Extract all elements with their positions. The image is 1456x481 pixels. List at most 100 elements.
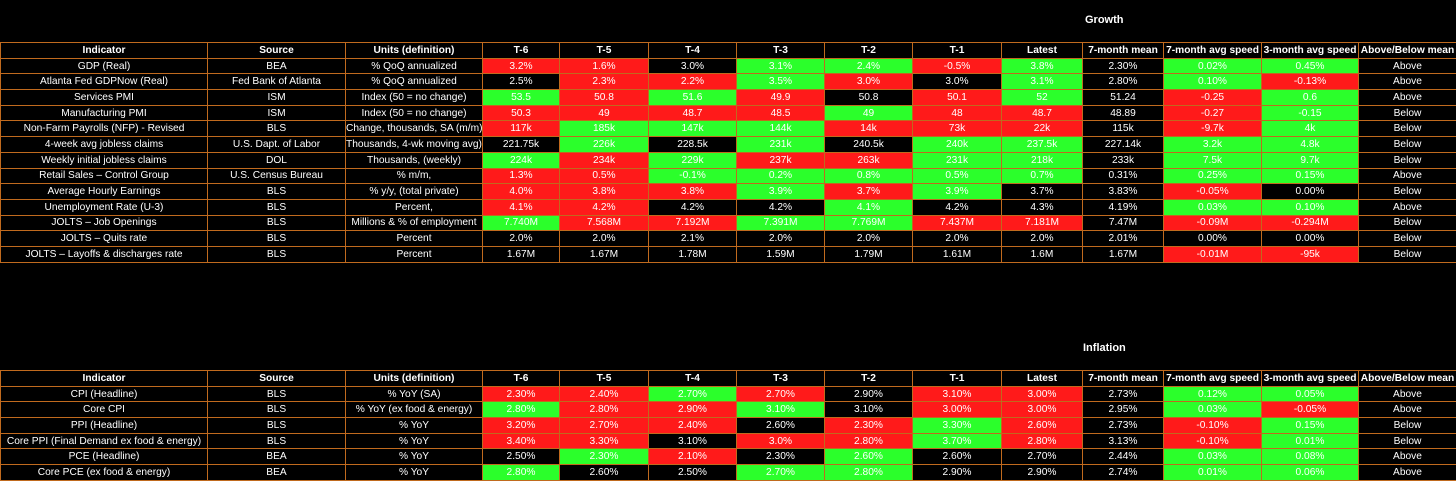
column-header: Source: [208, 371, 346, 387]
speed3-cell: 0.15%: [1262, 418, 1359, 434]
column-header: T-5: [560, 371, 649, 387]
value-cell: 7.437M: [913, 215, 1002, 231]
value-cell: 2.90%: [913, 465, 1002, 481]
mean-cell: 227.14k: [1083, 137, 1164, 153]
source-cell: BLS: [208, 386, 346, 402]
value-cell: 53.5: [483, 90, 560, 106]
column-header: Indicator: [1, 43, 208, 59]
value-cell: 2.80%: [825, 433, 913, 449]
speed3-cell: 0.00%: [1262, 231, 1359, 247]
column-header: Above/Below mean: [1359, 43, 1456, 59]
value-cell: 185k: [560, 121, 649, 137]
value-cell: 2.60%: [560, 465, 649, 481]
value-cell: 0.7%: [1002, 168, 1083, 184]
value-cell: 2.0%: [1002, 231, 1083, 247]
indicator-cell: Retail Sales – Control Group: [1, 168, 208, 184]
indicator-cell: Services PMI: [1, 90, 208, 106]
indicator-cell: Manufacturing PMI: [1, 105, 208, 121]
value-cell: 3.8%: [560, 184, 649, 200]
source-cell: BLS: [208, 231, 346, 247]
value-cell: -0.1%: [649, 168, 737, 184]
value-cell: 14k: [825, 121, 913, 137]
units-cell: % QoQ annualized: [346, 74, 483, 90]
value-cell: 3.10%: [825, 402, 913, 418]
column-header: T-1: [913, 43, 1002, 59]
value-cell: 3.9%: [737, 184, 825, 200]
indicator-cell: JOLTS – Job Openings: [1, 215, 208, 231]
value-cell: 4.2%: [737, 199, 825, 215]
value-cell: 231k: [913, 152, 1002, 168]
value-cell: 52: [1002, 90, 1083, 106]
speed7-cell: 0.03%: [1164, 199, 1262, 215]
speed3-cell: 4k: [1262, 121, 1359, 137]
value-cell: 1.78M: [649, 246, 737, 262]
value-cell: 2.50%: [483, 449, 560, 465]
source-cell: BLS: [208, 184, 346, 200]
indicator-cell: Non-Farm Payrolls (NFP) - Revised: [1, 121, 208, 137]
source-cell: BEA: [208, 449, 346, 465]
mean-cell: 2.73%: [1083, 386, 1164, 402]
column-header: Latest: [1002, 43, 1083, 59]
speed3-cell: 0.6: [1262, 90, 1359, 106]
mean-cell: 2.80%: [1083, 74, 1164, 90]
value-cell: 2.0%: [483, 231, 560, 247]
speed3-cell: 0.06%: [1262, 465, 1359, 481]
column-header: 3-month avg speed: [1262, 371, 1359, 387]
column-header: T-6: [483, 43, 560, 59]
speed7-cell: 7.5k: [1164, 152, 1262, 168]
speed7-cell: -0.10%: [1164, 418, 1262, 434]
above-below-cell: Below: [1359, 246, 1456, 262]
units-cell: Index (50 = no change): [346, 105, 483, 121]
value-cell: 2.40%: [649, 418, 737, 434]
source-cell: ISM: [208, 105, 346, 121]
source-cell: ISM: [208, 90, 346, 106]
speed7-cell: 0.25%: [1164, 168, 1262, 184]
speed7-cell: -0.05%: [1164, 184, 1262, 200]
mean-cell: 3.83%: [1083, 184, 1164, 200]
above-below-cell: Below: [1359, 105, 1456, 121]
value-cell: 231k: [737, 137, 825, 153]
value-cell: 50.3: [483, 105, 560, 121]
mean-cell: 7.47M: [1083, 215, 1164, 231]
above-below-cell: Below: [1359, 137, 1456, 153]
value-cell: 3.00%: [1002, 386, 1083, 402]
value-cell: 2.70%: [560, 418, 649, 434]
value-cell: 1.6M: [1002, 246, 1083, 262]
mean-cell: 2.74%: [1083, 465, 1164, 481]
source-cell: U.S. Census Bureau: [208, 168, 346, 184]
source-cell: U.S. Dapt. of Labor: [208, 137, 346, 153]
units-cell: Index (50 = no change): [346, 90, 483, 106]
value-cell: 3.7%: [825, 184, 913, 200]
value-cell: 2.60%: [825, 449, 913, 465]
column-header: 3-month avg speed: [1262, 43, 1359, 59]
source-cell: BLS: [208, 433, 346, 449]
speed3-cell: 9.7k: [1262, 152, 1359, 168]
value-cell: 3.0%: [825, 74, 913, 90]
units-cell: Thousands, (weekly): [346, 152, 483, 168]
value-cell: 3.0%: [737, 433, 825, 449]
value-cell: 7.769M: [825, 215, 913, 231]
value-cell: 22k: [1002, 121, 1083, 137]
value-cell: 3.9%: [913, 184, 1002, 200]
speed3-cell: 0.05%: [1262, 386, 1359, 402]
units-cell: % m/m,: [346, 168, 483, 184]
column-header: Above/Below mean: [1359, 371, 1456, 387]
speed3-cell: 0.01%: [1262, 433, 1359, 449]
value-cell: 49.9: [737, 90, 825, 106]
source-cell: BLS: [208, 402, 346, 418]
value-cell: 2.70%: [737, 465, 825, 481]
value-cell: 2.60%: [737, 418, 825, 434]
value-cell: 2.80%: [1002, 433, 1083, 449]
value-cell: 7.181M: [1002, 215, 1083, 231]
value-cell: 3.0%: [649, 58, 737, 74]
above-below-cell: Above: [1359, 168, 1456, 184]
value-cell: 1.61M: [913, 246, 1002, 262]
value-cell: -0.5%: [913, 58, 1002, 74]
